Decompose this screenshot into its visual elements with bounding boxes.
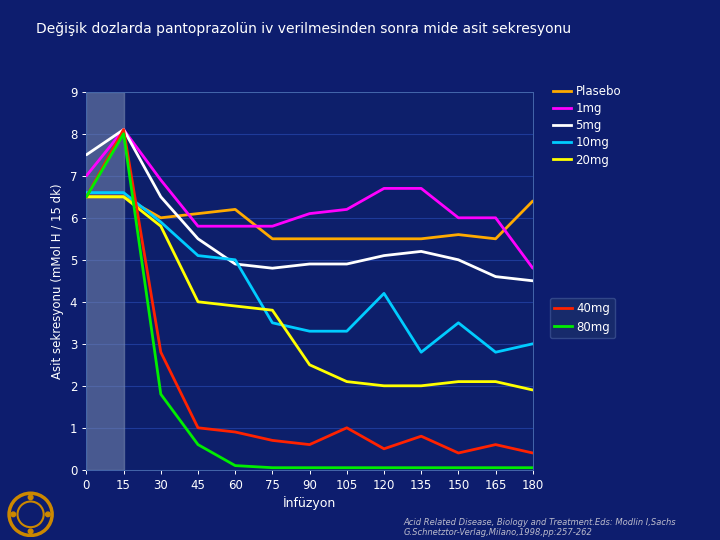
X-axis label: İnfüzyon: İnfüzyon bbox=[283, 496, 336, 510]
Text: Değişik dozlarda pantoprazolün iv verilmesinden sonra mide asit sekresyonu: Değişik dozlarda pantoprazolün iv verilm… bbox=[36, 22, 571, 36]
Text: Acid Related Disease, Biology and Treatment.Eds: Modlin I,Sachs
G.Schnetztor-Ver: Acid Related Disease, Biology and Treatm… bbox=[403, 518, 676, 537]
Y-axis label: Asit sekresyonu (mMol H / 15 dk): Asit sekresyonu (mMol H / 15 dk) bbox=[51, 183, 64, 379]
Bar bbox=[86, 92, 124, 470]
Circle shape bbox=[11, 512, 16, 517]
Circle shape bbox=[28, 495, 33, 500]
Legend: 40mg, 80mg: 40mg, 80mg bbox=[549, 298, 616, 338]
Legend: Plasebo, 1mg, 5mg, 10mg, 20mg: Plasebo, 1mg, 5mg, 10mg, 20mg bbox=[549, 82, 625, 170]
Circle shape bbox=[45, 512, 50, 517]
Circle shape bbox=[28, 529, 33, 534]
